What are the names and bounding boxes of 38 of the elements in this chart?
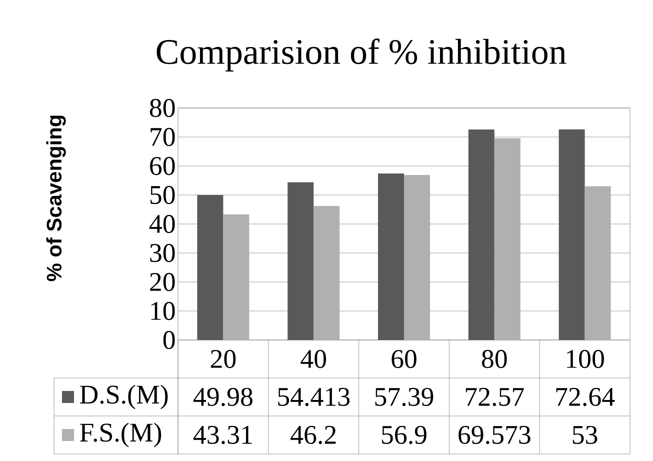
bar: [288, 182, 314, 340]
y-axis-title: % of Scavenging: [46, 116, 66, 282]
bar: [197, 195, 224, 340]
x-tick-label: 20: [210, 350, 236, 368]
legend-label: D.S.(M): [80, 384, 168, 410]
bar: [468, 130, 494, 340]
data-label: 46.2: [290, 426, 336, 444]
y-tick-label: 30: [150, 244, 175, 262]
data-label: 57.39: [375, 388, 434, 406]
y-tick-label: 60: [150, 156, 175, 176]
data-label: 49.98: [193, 388, 252, 406]
y-tick-label: 50: [150, 186, 175, 204]
y-tick-label: 10: [151, 302, 175, 320]
y-tick-label: 80: [150, 98, 175, 118]
x-tick-label: 100: [566, 350, 604, 368]
x-tick-label: 60: [392, 350, 416, 368]
data-label: 43.31: [193, 426, 252, 444]
data-label: 69.573: [458, 426, 530, 444]
bar: [314, 206, 340, 340]
data-label: 72.57: [466, 388, 524, 406]
bar: [494, 138, 520, 340]
legend-label: F.S.(M): [80, 422, 162, 448]
y-tick-label: 40: [149, 214, 175, 234]
bar: [558, 129, 585, 340]
data-label: 54.413: [278, 388, 350, 406]
x-tick-label: 40: [300, 350, 326, 368]
y-tick-label: 70: [150, 128, 175, 146]
bar: [404, 174, 430, 340]
bar: [584, 186, 611, 340]
x-tick-label: 80: [482, 350, 507, 368]
bar: [223, 214, 250, 340]
data-label: 72.64: [556, 388, 615, 406]
y-tick-label: 0: [163, 330, 175, 350]
data-label: 53: [572, 426, 598, 444]
bar: [378, 174, 404, 340]
data-label: 56.9: [382, 426, 426, 444]
chart-title: Comparision of % inhibition: [156, 38, 566, 72]
y-tick-label: 20: [150, 272, 175, 292]
